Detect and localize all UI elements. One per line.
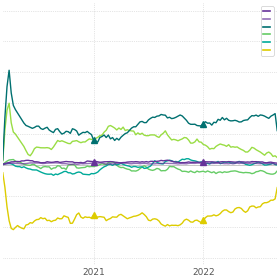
Legend: , , , , , : , , , , , xyxy=(261,6,274,56)
